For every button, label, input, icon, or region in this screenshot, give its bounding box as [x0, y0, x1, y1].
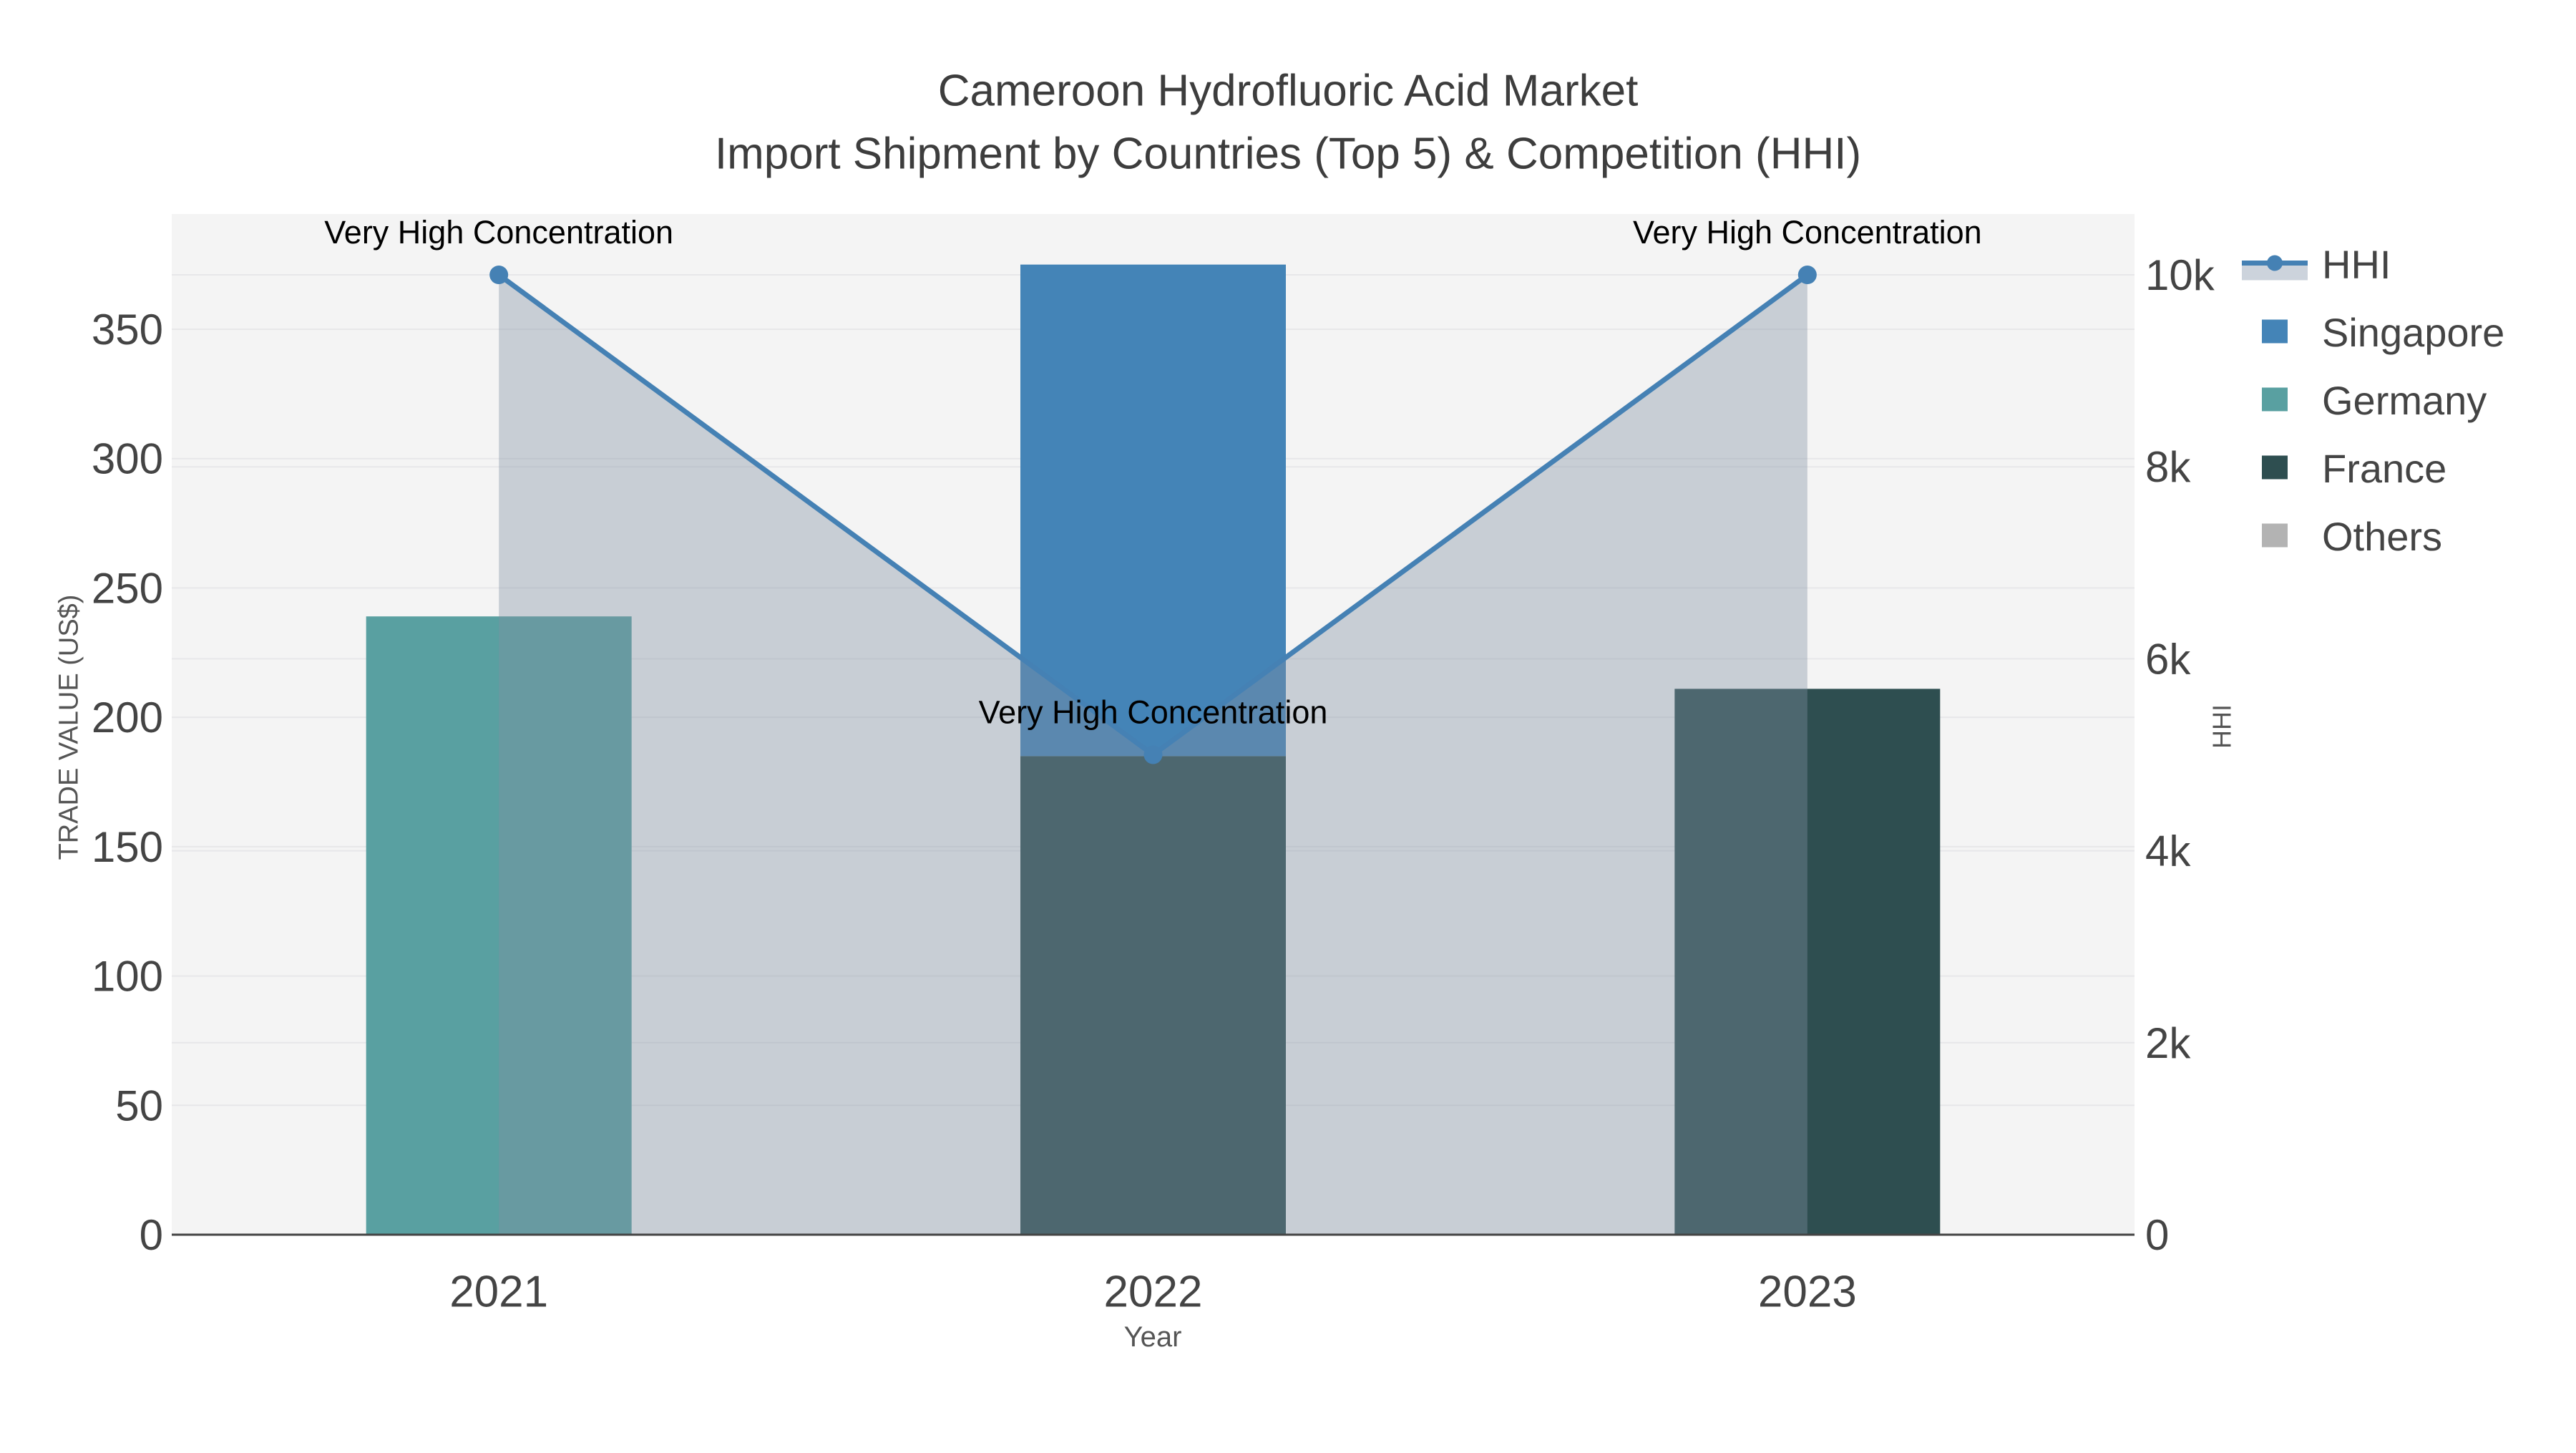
bar-france-2023[interactable] [1674, 689, 1941, 1235]
y-left-tick-150: 150 [92, 823, 163, 871]
legend-hhi-marker-sample [2267, 255, 2283, 271]
y-right-tick-8k: 8k [2145, 443, 2191, 491]
legend-swatch-others [2262, 523, 2288, 548]
y-left-axis-title: TRADE VALUE (US$) [54, 595, 84, 860]
y-left-tick-300: 300 [92, 435, 163, 483]
x-tick-2023: 2023 [1758, 1268, 1857, 1317]
y-right-tick-10k: 10k [2145, 251, 2215, 299]
y-right-tick-4k: 4k [2145, 827, 2191, 875]
y-left-tick-50: 50 [115, 1082, 163, 1129]
hhi-marker-2021[interactable] [489, 266, 509, 284]
bar-france-2022[interactable] [1020, 756, 1286, 1235]
legend-item-france[interactable]: France [2262, 446, 2446, 491]
y-left-tick-350: 350 [92, 306, 163, 354]
legend-swatch-germany [2262, 387, 2288, 412]
legend-swatch-singapore [2262, 319, 2288, 344]
annotation-2022: Very High Concentration [979, 694, 1328, 731]
annotation-2021: Very High Concentration [324, 214, 673, 251]
y-left-tick-0: 0 [140, 1211, 163, 1259]
legend-item-others[interactable]: Others [2262, 514, 2442, 559]
legend-item-singapore[interactable]: Singapore [2262, 310, 2504, 355]
annotation-2023: Very High Concentration [1633, 214, 1982, 251]
legend-item-hhi[interactable]: HHI [2242, 242, 2391, 287]
x-tick-2022: 2022 [1104, 1268, 1203, 1317]
y-left-tick-100: 100 [92, 953, 163, 1001]
y-left-tick-200: 200 [92, 694, 163, 742]
legend-label-france: France [2322, 446, 2446, 491]
legend-label-hhi: HHI [2322, 242, 2391, 287]
hhi-marker-2023[interactable] [1797, 266, 1817, 284]
hhi-marker-2022[interactable] [1143, 745, 1163, 764]
x-tick-2021: 2021 [449, 1268, 548, 1317]
y-left-tick-250: 250 [92, 564, 163, 612]
legend-label-singapore: Singapore [2322, 310, 2504, 355]
legend-label-others: Others [2322, 514, 2442, 559]
y-right-axis-title: HHI [2207, 704, 2237, 749]
legend-label-germany: Germany [2322, 378, 2487, 423]
y-right-tick-6k: 6k [2145, 635, 2191, 683]
legend-swatch-france [2262, 455, 2288, 480]
y-right-tick-2k: 2k [2145, 1019, 2191, 1067]
chart-title-line1: Cameroon Hydrofluoric Acid Market [938, 67, 1639, 116]
bar-singapore-2022[interactable] [1020, 264, 1286, 757]
chart-title-line2: Import Shipment by Countries (Top 5) & C… [715, 130, 1861, 179]
y-right-tick-0: 0 [2145, 1211, 2169, 1259]
bar-germany-2021[interactable] [366, 616, 632, 1235]
x-axis-title: Year [1124, 1321, 1182, 1353]
legend-item-germany[interactable]: Germany [2262, 378, 2487, 423]
